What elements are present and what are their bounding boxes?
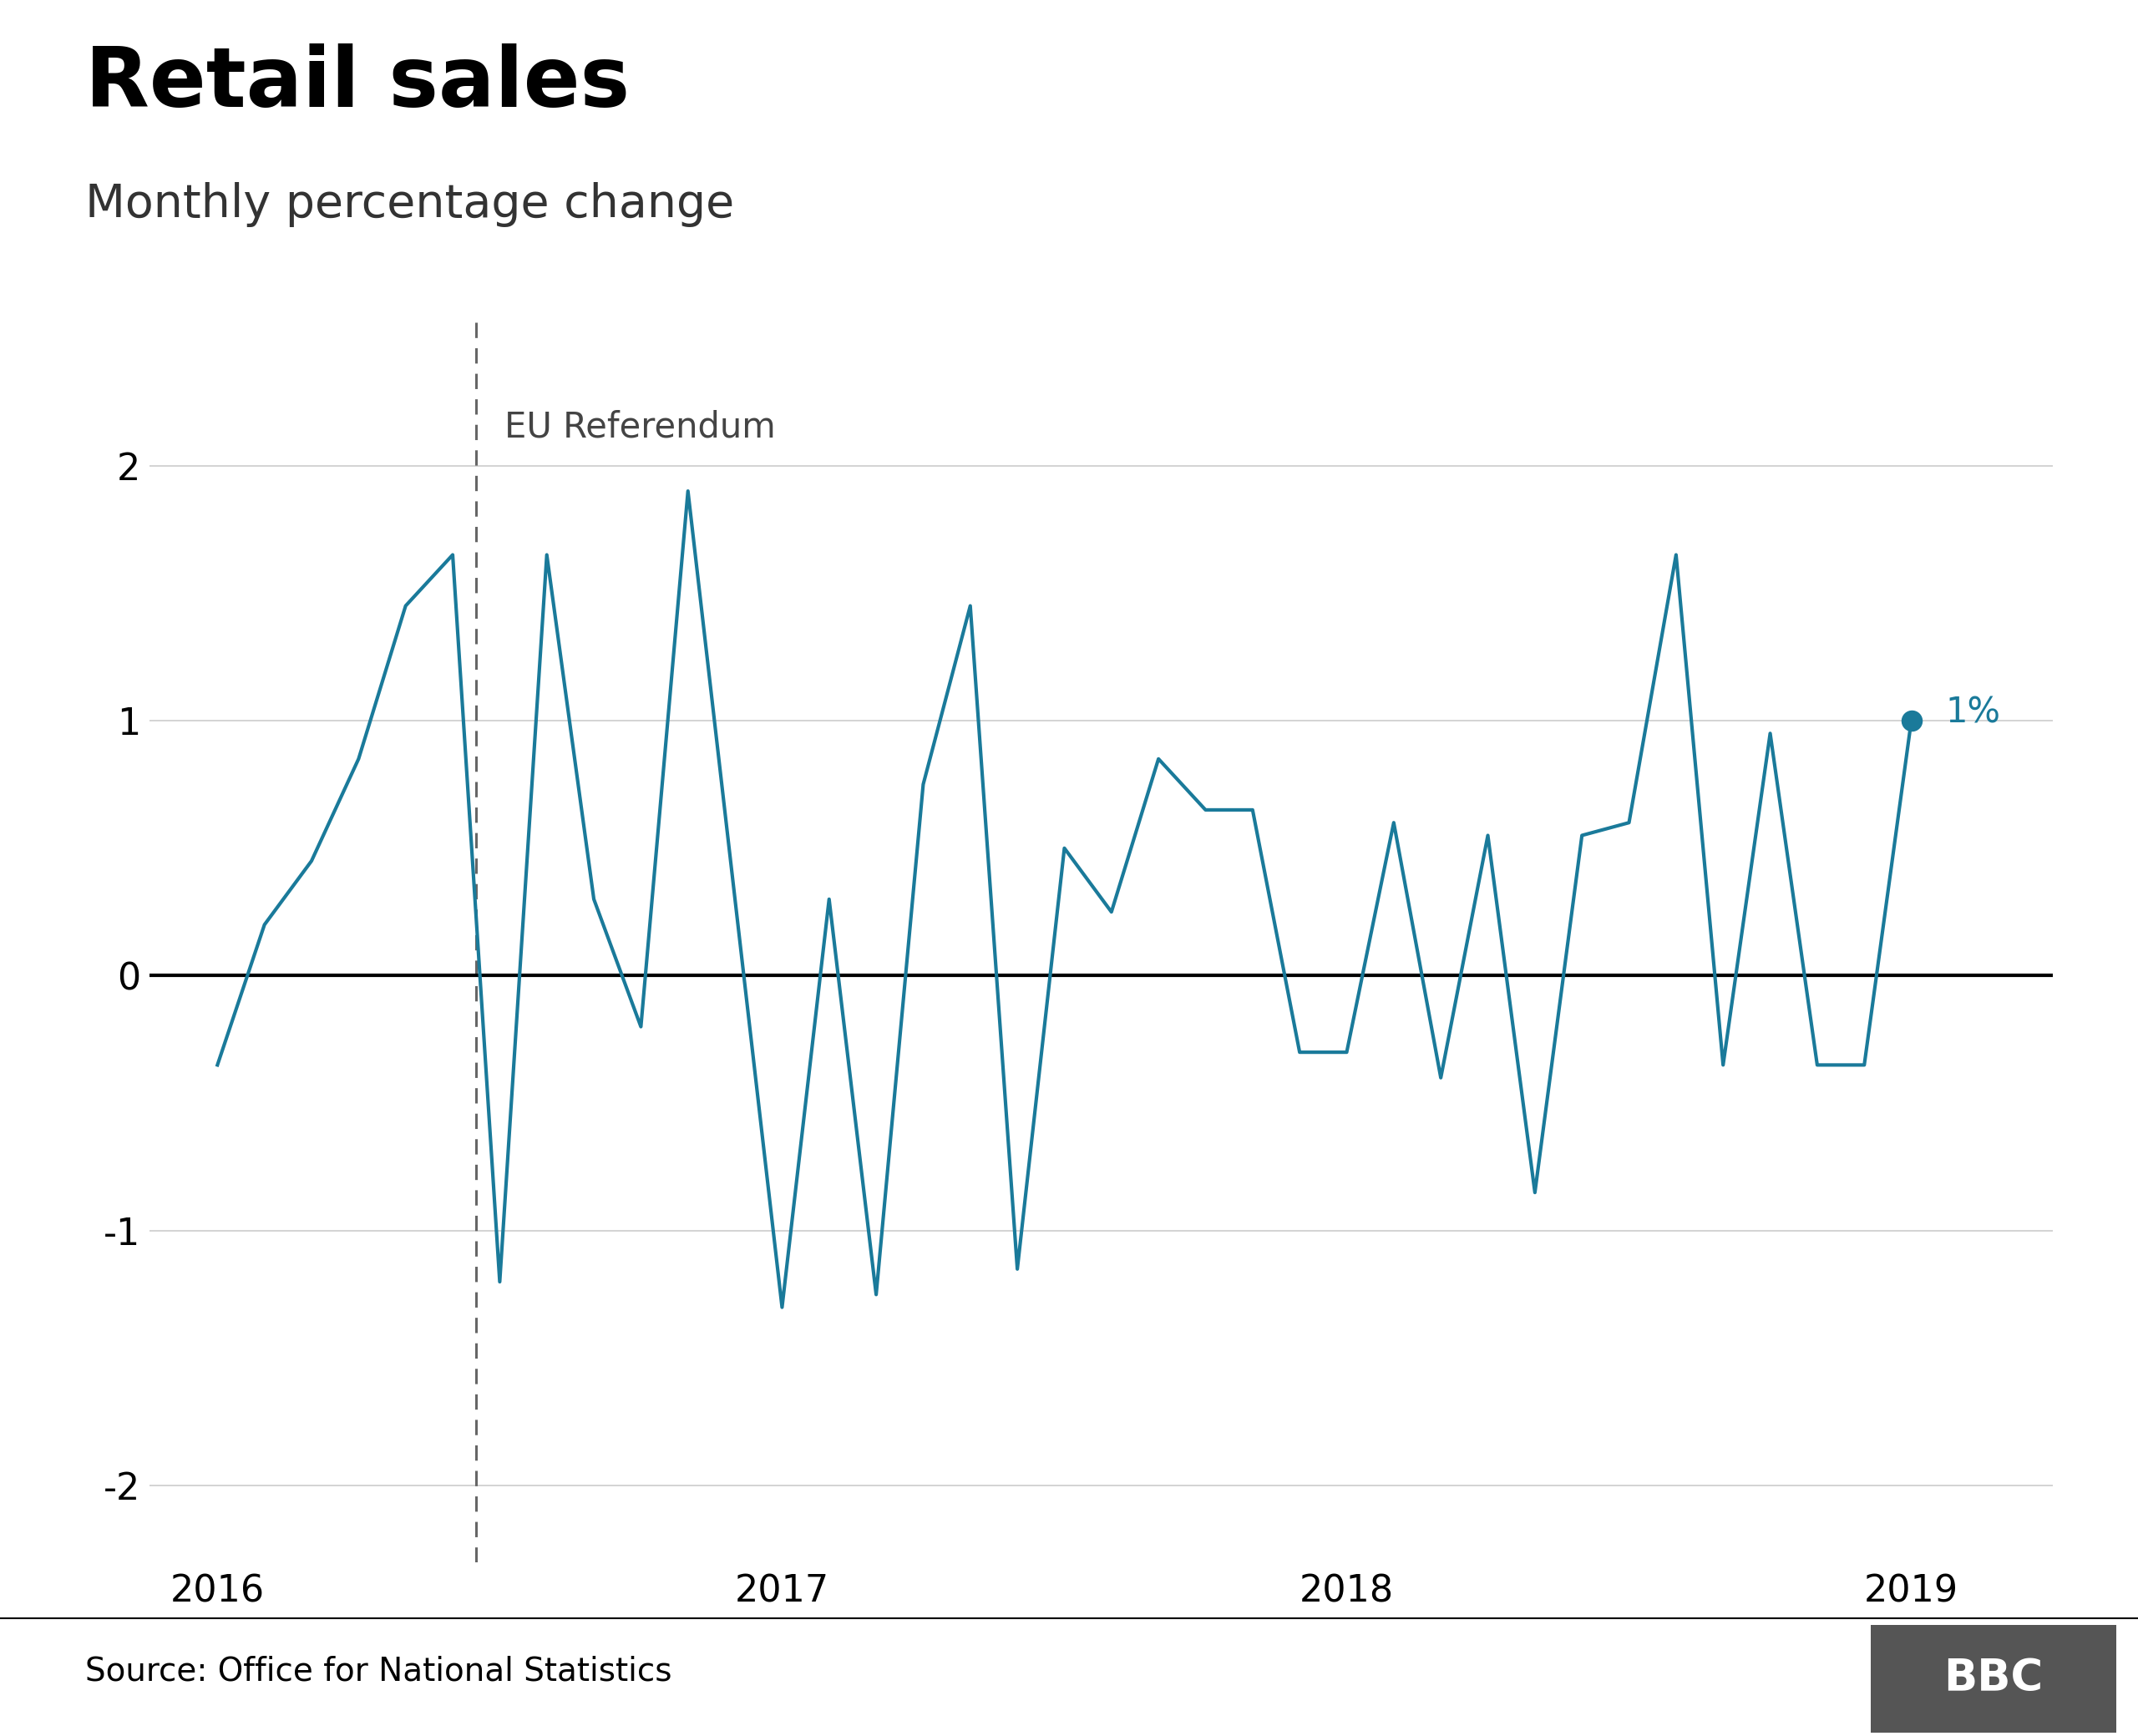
Text: BBC: BBC [1943, 1656, 2044, 1701]
Point [1894, 707, 1928, 734]
Text: Monthly percentage change: Monthly percentage change [86, 182, 735, 227]
Text: Retail sales: Retail sales [86, 43, 631, 125]
Text: 1%: 1% [1946, 696, 2001, 731]
Text: Source: Office for National Statistics: Source: Office for National Statistics [86, 1656, 671, 1687]
Text: EU Referendum: EU Referendum [505, 410, 776, 444]
